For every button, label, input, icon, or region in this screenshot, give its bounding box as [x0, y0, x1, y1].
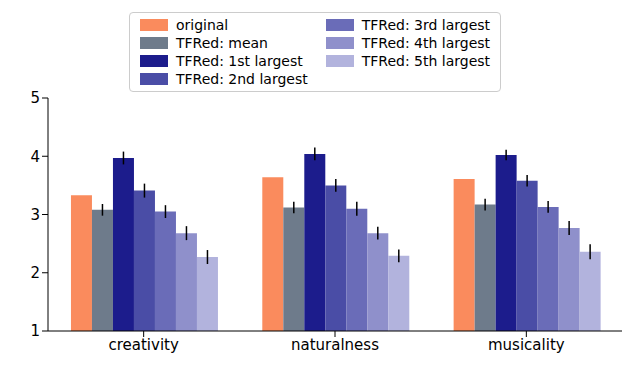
html-text:original: original — [175, 17, 229, 33]
svg-text:2: 2 — [30, 264, 40, 282]
html-text:TFRed: 1st largest: TFRed: 1st largest — [175, 53, 303, 69]
html-text:TFRed: 5th largest: TFRed: 5th largest — [361, 53, 490, 69]
html-text:TFRed: 2nd largest: TFRed: 2nd largest — [175, 71, 308, 87]
svg-text:creativity: creativity — [108, 336, 178, 354]
svg-text:naturalness: naturalness — [291, 336, 379, 354]
svg-text:5: 5 — [30, 89, 40, 107]
svg-text:1: 1 — [30, 322, 40, 340]
html-text:TFRed: 4th largest: TFRed: 4th largest — [361, 35, 490, 51]
html-text:TFRed: 3rd largest: TFRed: 3rd largest — [361, 17, 491, 33]
svg-text:4: 4 — [30, 148, 40, 166]
svg-text:musicality: musicality — [488, 336, 565, 354]
svg-text:3: 3 — [30, 206, 40, 224]
html-text:TFRed: mean: TFRed: mean — [175, 35, 268, 51]
